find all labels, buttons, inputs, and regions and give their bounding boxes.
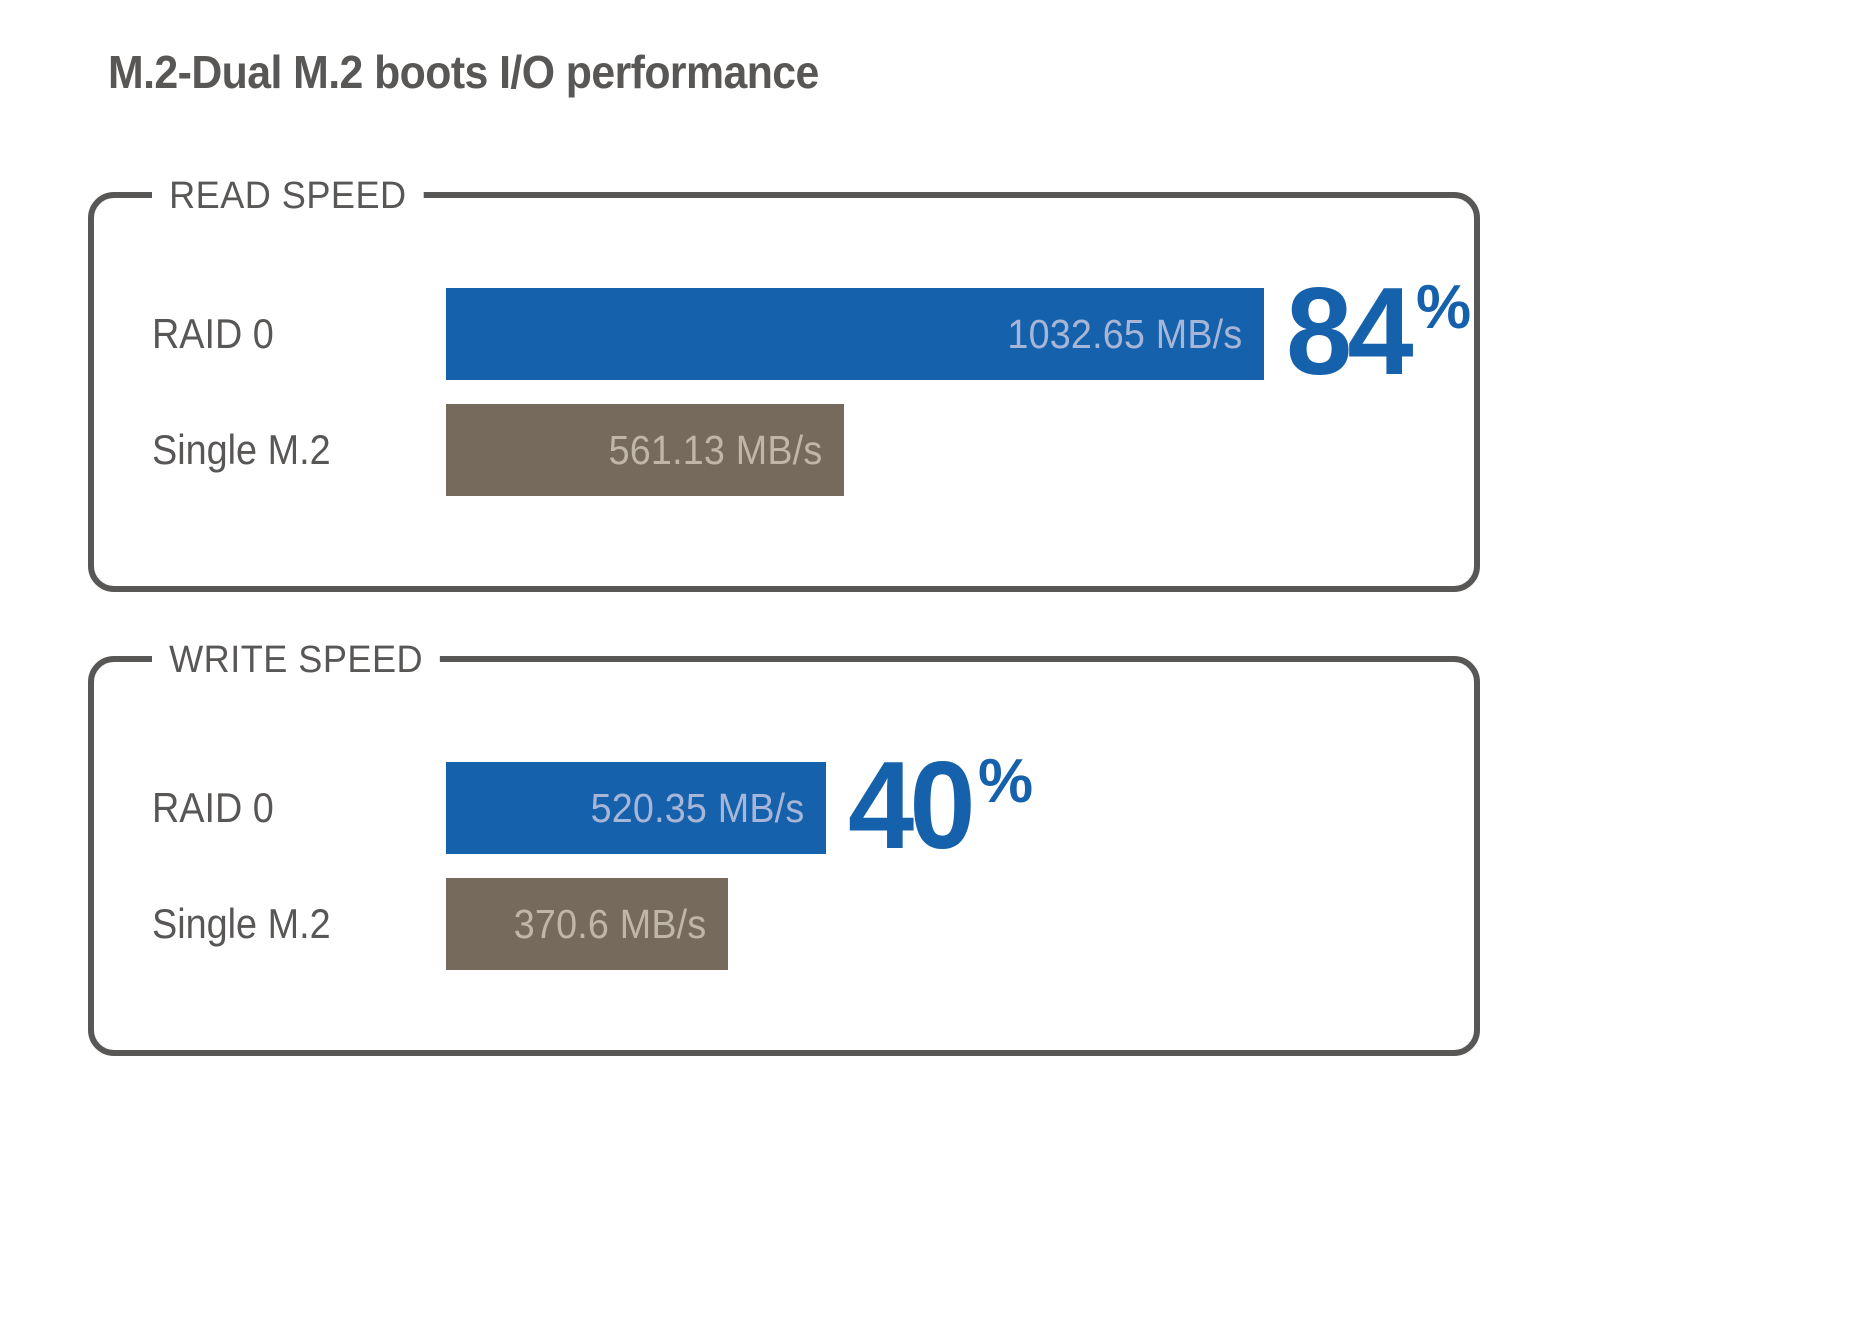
percent-number-read: 84 xyxy=(1286,262,1414,401)
bar-label-read-raid0: RAID 0 xyxy=(152,310,274,357)
bar-label-read-single: Single M.2 xyxy=(152,426,331,473)
bar-label-write-single: Single M.2 xyxy=(152,900,331,947)
panel-write-speed: WRITE SPEED RAID 0 520.35 MB/s 40 % Sing… xyxy=(88,634,1480,1056)
percent-sign-write: % xyxy=(977,746,1034,816)
bar-value-write-single: 370.6 MB/s xyxy=(513,900,706,947)
bar-value-read-single: 561.13 MB/s xyxy=(608,426,822,473)
bar-row-read-single: Single M.2 561.13 MB/s xyxy=(94,404,1474,496)
bar-read-single: 561.13 MB/s xyxy=(446,404,844,496)
bar-write-raid0: 520.35 MB/s xyxy=(446,762,826,854)
bar-track-read-raid0: 1032.65 MB/s 84 % xyxy=(446,270,1474,394)
bar-track-write-single: 370.6 MB/s xyxy=(446,878,1474,970)
bar-track-read-single: 561.13 MB/s xyxy=(446,404,1474,496)
bar-row-write-single: Single M.2 370.6 MB/s xyxy=(94,878,1474,970)
bar-label-write-raid0: RAID 0 xyxy=(152,784,274,831)
bar-read-raid0: 1032.65 MB/s xyxy=(446,288,1264,380)
panel-legend-read-speed: READ SPEED xyxy=(152,170,424,222)
page-title: M.2-Dual M.2 boots I/O performance xyxy=(108,46,819,98)
percent-sign-read: % xyxy=(1415,272,1472,342)
bar-value-read-raid0: 1032.65 MB/s xyxy=(1007,310,1242,357)
bar-row-read-raid0: RAID 0 1032.65 MB/s 84 % xyxy=(94,270,1474,394)
panel-legend-write-speed: WRITE SPEED xyxy=(152,634,441,686)
bar-track-write-raid0: 520.35 MB/s 40 % xyxy=(446,744,1474,868)
percent-callout-write: 40 % xyxy=(848,736,1033,875)
bar-row-write-raid0: RAID 0 520.35 MB/s 40 % xyxy=(94,744,1474,868)
panel-read-speed: READ SPEED RAID 0 1032.65 MB/s 84 % Sing… xyxy=(88,170,1480,592)
bar-value-write-raid0: 520.35 MB/s xyxy=(590,784,804,831)
bar-write-single: 370.6 MB/s xyxy=(446,878,728,970)
percent-callout-read: 84 % xyxy=(1286,262,1471,401)
percent-number-write: 40 xyxy=(848,736,976,875)
